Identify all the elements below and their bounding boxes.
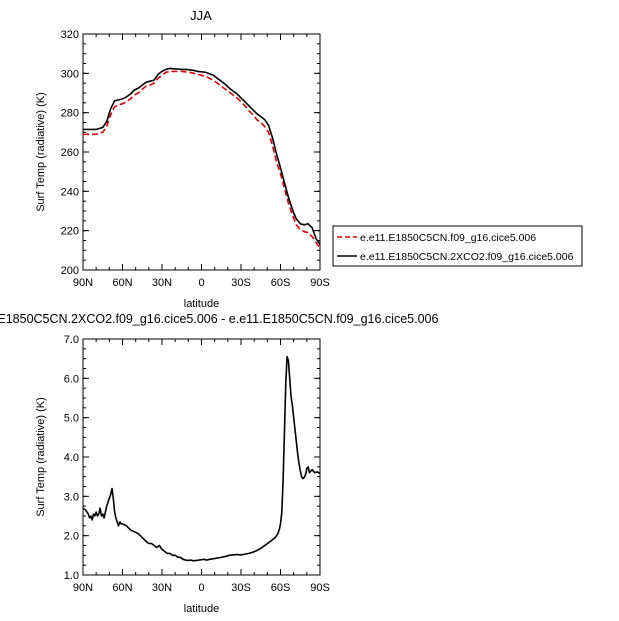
y-tick-label: 4.0 [64, 452, 79, 464]
y-axis-label: Surf Temp (radiative) (K) [35, 92, 47, 212]
y-tick-label: 7.0 [64, 334, 79, 346]
series-line-control [83, 70, 321, 249]
x-tick-label: 0 [198, 582, 204, 594]
series-line-2xco2 [83, 67, 321, 245]
x-tick-label: 90S [310, 277, 330, 289]
x-tick-label: 30N [152, 582, 172, 594]
y-tick-label: 200 [61, 265, 79, 277]
x-tick-label: 30S [231, 582, 251, 594]
x-tick-label: 30S [231, 277, 251, 289]
x-tick-label: 60N [112, 277, 132, 289]
chart-title: JJA [190, 8, 212, 23]
y-axis-label: Surf Temp (radiative) (K) [35, 397, 47, 517]
y-tick-label: 3.0 [64, 491, 79, 503]
x-axis-label: latitude [184, 298, 219, 310]
y-tick-label: 280 [61, 108, 79, 120]
y-tick-label: 260 [61, 147, 79, 159]
x-axis-label: latitude [184, 603, 219, 615]
x-tick-label: 0 [198, 277, 204, 289]
difference-chart [82, 338, 321, 576]
y-tick-label: 1.0 [64, 570, 79, 582]
y-tick-label: 300 [61, 68, 79, 80]
x-tick-label: 60S [271, 277, 291, 289]
y-tick-label: 220 [61, 226, 79, 238]
x-tick-label: 60S [271, 582, 291, 594]
legend [332, 225, 583, 267]
series-line-difference [82, 355, 321, 562]
legend-box [332, 225, 583, 267]
y-tick-label: 5.0 [64, 413, 79, 425]
legend-label: e.e11.E1850C5CN.2XCO2.f09_g16.cice5.006 [360, 251, 574, 263]
x-tick-label: 90S [310, 582, 330, 594]
y-tick-label: 320 [61, 29, 79, 41]
y-tick-label: 240 [61, 186, 79, 198]
y-tick-label: 2.0 [64, 531, 79, 543]
x-tick-label: 30N [152, 277, 172, 289]
y-tick-label: 6.0 [64, 373, 79, 385]
legend-label: e.e11.E1850C5CN.f09_g16.cice5.006 [360, 232, 536, 244]
x-tick-label: 90N [73, 277, 93, 289]
x-tick-label: 60N [112, 582, 132, 594]
plot-frame [82, 33, 321, 271]
chart-title: e.e11.E1850C5CN.2XCO2.f09_g16.cice5.006 … [0, 312, 438, 326]
temperature-chart [82, 33, 583, 271]
x-tick-label: 90N [73, 582, 93, 594]
